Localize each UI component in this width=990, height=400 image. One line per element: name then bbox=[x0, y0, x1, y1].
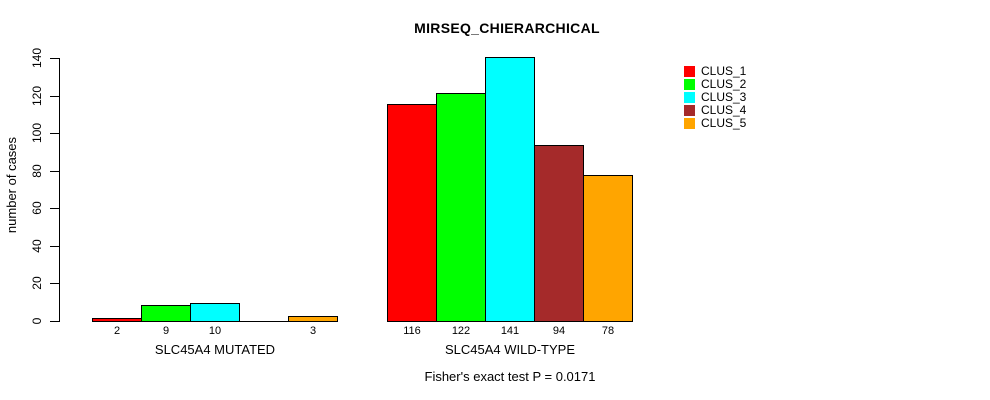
bar-clus_2-group1 bbox=[436, 93, 486, 322]
y-axis-tick bbox=[50, 171, 59, 172]
group-label-mutated: SLC45A4 MUTATED bbox=[154, 342, 276, 357]
bar-value-label: 2 bbox=[113, 325, 121, 337]
legend-swatch-clus_5 bbox=[684, 118, 695, 129]
y-axis-tick-label: 140 bbox=[30, 47, 44, 69]
legend-row: CLUS_1 bbox=[684, 65, 746, 78]
y-axis-label: number of cases bbox=[4, 136, 19, 234]
y-axis-line bbox=[59, 58, 60, 322]
bar-clus_1-group1 bbox=[387, 104, 437, 322]
legend-swatch-clus_4 bbox=[684, 105, 695, 116]
bar-clus_4-group1 bbox=[534, 145, 584, 322]
y-axis-tick bbox=[50, 246, 59, 247]
y-axis-tick bbox=[50, 321, 59, 322]
y-axis-tick bbox=[50, 208, 59, 209]
legend-label: CLUS_4 bbox=[701, 103, 747, 117]
group-label-wild-type: SLC45A4 WILD-TYPE bbox=[444, 342, 576, 357]
bar-value-label: 3 bbox=[309, 325, 317, 337]
y-axis-tick-label: 60 bbox=[30, 201, 44, 215]
bar-clus_1-group0 bbox=[92, 318, 142, 322]
y-axis-tick bbox=[50, 58, 59, 59]
bar-clus_5-group1 bbox=[583, 175, 633, 322]
legend-label: CLUS_1 bbox=[701, 64, 747, 78]
legend-label: CLUS_5 bbox=[701, 116, 747, 130]
y-axis-tick bbox=[50, 96, 59, 97]
y-axis-tick-label: 100 bbox=[30, 122, 44, 144]
y-axis-tick-label: 80 bbox=[30, 164, 44, 178]
y-axis-tick bbox=[50, 133, 59, 134]
bar-clus_5-group0 bbox=[288, 316, 338, 322]
bar-value-label: 9 bbox=[162, 325, 170, 337]
y-axis-tick-label: 0 bbox=[30, 317, 44, 325]
legend-row: CLUS_2 bbox=[684, 78, 746, 91]
y-axis-tick-label: 20 bbox=[30, 276, 44, 290]
bar-value-label: 78 bbox=[601, 325, 615, 337]
chart-title: MIRSEQ_CHIERARCHICAL bbox=[414, 20, 600, 36]
bar-value-label: 141 bbox=[500, 325, 520, 337]
bar-value-label: 122 bbox=[451, 325, 471, 337]
fisher-test-annotation: Fisher's exact test P = 0.0171 bbox=[424, 369, 596, 384]
legend-row: CLUS_4 bbox=[684, 104, 746, 117]
bar-clus_4-group0-zero bbox=[239, 321, 289, 322]
bar-value-label: 116 bbox=[403, 325, 421, 337]
legend-swatch-clus_3 bbox=[684, 92, 695, 103]
y-axis-tick bbox=[50, 283, 59, 284]
y-axis-tick-label: 40 bbox=[30, 239, 44, 253]
legend-swatch-clus_2 bbox=[684, 79, 695, 90]
legend-row: CLUS_5 bbox=[684, 117, 746, 130]
bar-value-label: 10 bbox=[208, 325, 222, 337]
legend-label: CLUS_2 bbox=[701, 77, 747, 91]
legend-label: CLUS_3 bbox=[701, 90, 747, 104]
bar-value-label: 94 bbox=[552, 325, 566, 337]
legend-swatch-clus_1 bbox=[684, 66, 695, 77]
legend: CLUS_1 CLUS_2 CLUS_3 CLUS_4 CLUS_5 bbox=[684, 65, 746, 130]
bar-clus_3-group0 bbox=[190, 303, 240, 322]
legend-row: CLUS_3 bbox=[684, 91, 746, 104]
bar-clus_2-group0 bbox=[141, 305, 191, 322]
bar-clus_3-group1 bbox=[485, 57, 535, 322]
y-axis-tick-label: 120 bbox=[30, 85, 44, 107]
